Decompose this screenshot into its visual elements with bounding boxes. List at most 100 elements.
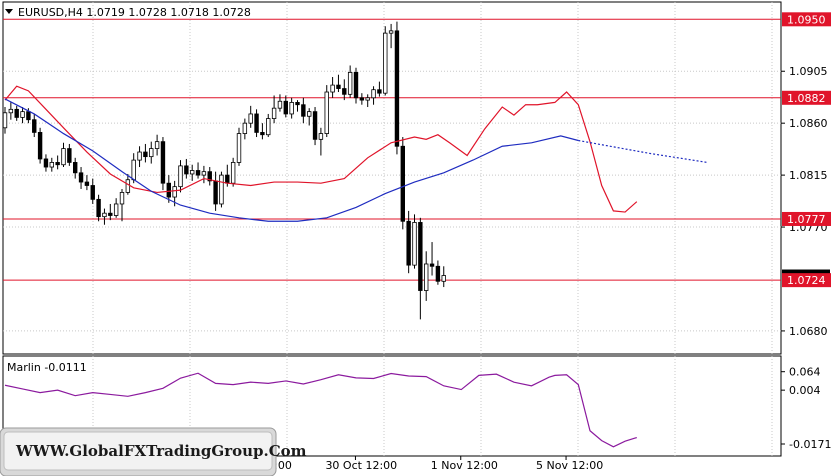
candle xyxy=(195,162,201,179)
level-label: 1.0882 xyxy=(787,92,826,105)
candle xyxy=(394,21,400,155)
candle xyxy=(242,118,248,140)
candle xyxy=(113,198,119,218)
candle xyxy=(137,146,142,168)
candle xyxy=(412,214,417,269)
candle xyxy=(37,127,43,164)
candle xyxy=(219,171,224,208)
candle xyxy=(435,260,441,285)
candle xyxy=(166,175,171,203)
y-tick-label: 1.0680 xyxy=(789,325,828,338)
ma-red-line xyxy=(4,85,638,213)
candle xyxy=(365,94,370,108)
candle xyxy=(8,102,14,120)
candle xyxy=(73,157,78,179)
marlin-line xyxy=(4,372,637,448)
candle xyxy=(78,167,84,189)
price-axis: 1.09051.08601.08151.07701.06801.09501.08… xyxy=(781,12,831,338)
candle xyxy=(14,105,19,121)
x-tick-label: 1 Nov 12:00 xyxy=(431,459,498,472)
ind-y-tick-label: -0.0171 xyxy=(789,438,831,451)
candle xyxy=(283,95,288,118)
ind-y-tick-label: 0.004 xyxy=(789,384,821,397)
candle xyxy=(32,113,37,138)
candle xyxy=(277,94,283,112)
collapse-triangle-icon[interactable] xyxy=(5,9,13,14)
candle xyxy=(160,137,166,191)
watermark-badge: WWW.GlobalFXTradingGroup.Com xyxy=(0,427,307,476)
ind-y-tick-label: 0.064 xyxy=(789,366,821,379)
candle xyxy=(429,242,435,276)
chart-header: EURUSD,H4 1.0719 1.0728 1.0718 1.0728 xyxy=(18,6,251,19)
candle xyxy=(108,203,113,221)
indicator-axis: 0.064 0.004 -0.0171 xyxy=(781,366,831,451)
y-tick-label: 1.0815 xyxy=(789,169,828,182)
candle xyxy=(90,178,95,204)
candle xyxy=(236,127,242,166)
candle xyxy=(49,157,54,172)
y-tick-label: 1.0860 xyxy=(789,117,828,130)
candle xyxy=(2,107,8,134)
candle xyxy=(260,123,265,140)
candle xyxy=(359,93,365,105)
candle xyxy=(119,188,125,222)
candle xyxy=(230,157,236,187)
candle xyxy=(43,154,49,172)
candle xyxy=(371,86,376,105)
candles xyxy=(2,21,446,320)
candle xyxy=(207,167,212,186)
candle xyxy=(61,142,66,168)
candle xyxy=(102,208,107,225)
level-tag xyxy=(782,90,831,105)
marlin-oscillator xyxy=(4,372,637,448)
candle xyxy=(96,194,101,222)
candle xyxy=(254,109,259,138)
candle xyxy=(55,155,60,170)
candle xyxy=(289,97,294,119)
candle xyxy=(154,134,160,156)
candle xyxy=(184,158,189,179)
candle xyxy=(377,81,382,97)
candle xyxy=(336,74,341,93)
candle xyxy=(423,251,429,301)
candle xyxy=(67,143,72,166)
level-tag xyxy=(782,273,831,288)
candle xyxy=(201,165,207,184)
candle xyxy=(312,107,318,146)
candle xyxy=(189,164,195,181)
candle xyxy=(295,100,300,112)
x-tick-label: 30 Oct 12:00 xyxy=(325,459,397,472)
candle xyxy=(266,113,271,138)
moving-averages xyxy=(4,85,708,222)
candle xyxy=(418,217,423,320)
candle xyxy=(306,108,312,126)
price-levels xyxy=(3,18,781,281)
candle xyxy=(383,26,388,96)
candle xyxy=(400,137,405,230)
candle xyxy=(353,67,359,104)
x-tick-label: 5 Nov 12:00 xyxy=(536,459,603,472)
level-label: 1.0777 xyxy=(787,213,826,226)
candle xyxy=(347,65,353,98)
candle xyxy=(388,23,394,49)
candle xyxy=(84,175,90,191)
level-tag xyxy=(782,12,831,27)
candle xyxy=(149,141,154,164)
candle xyxy=(330,77,335,98)
indicator-header: Marlin -0.0111 xyxy=(7,361,87,374)
candle xyxy=(441,266,446,288)
candle xyxy=(20,107,25,124)
candle xyxy=(178,160,183,193)
candle xyxy=(271,95,277,124)
candle xyxy=(342,79,347,101)
watermark-text: WWW.GlobalFXTradingGroup.Com xyxy=(15,442,307,460)
level-label: 1.0724 xyxy=(787,274,826,287)
candle xyxy=(248,105,253,128)
ma-blue-line xyxy=(4,98,579,222)
y-tick-label: 1.0905 xyxy=(789,65,828,78)
candle xyxy=(143,143,148,163)
candle xyxy=(324,85,329,138)
level-label: 1.0950 xyxy=(787,13,826,26)
main-price-panel xyxy=(2,1,782,355)
